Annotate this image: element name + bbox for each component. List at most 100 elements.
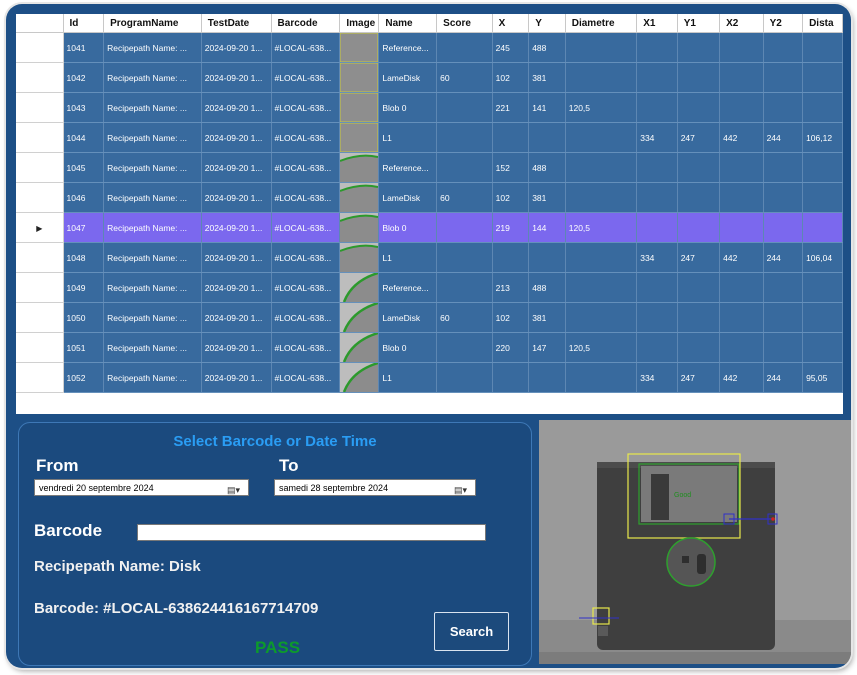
cell-name[interactable]: LameDisk [378, 182, 438, 213]
cell-id[interactable]: 1044 [63, 122, 105, 153]
cell-barcode[interactable]: #LOCAL-638... [271, 32, 341, 63]
table-row[interactable]: 1046 Recipepath Name: ... 2024-09-20 1... #… [16, 182, 843, 213]
cell-x2[interactable] [719, 62, 764, 93]
cell-diametre[interactable] [565, 182, 638, 213]
cell-name[interactable]: L1 [378, 362, 438, 393]
cell-dista[interactable] [802, 332, 843, 363]
calendar-dropdown-icon[interactable]: ▤▾ [227, 485, 241, 495]
cell-x1[interactable] [636, 62, 678, 93]
col-header-testdate[interactable]: TestDate [201, 14, 272, 33]
cell-score[interactable] [436, 242, 493, 273]
cell-x[interactable]: 102 [492, 182, 530, 213]
cell-name[interactable]: L1 [378, 122, 438, 153]
cell-diametre[interactable]: 120,5 [565, 92, 638, 123]
cell-barcode[interactable]: #LOCAL-638... [271, 212, 341, 243]
cell-name[interactable]: Reference... [378, 32, 438, 63]
col-header-y[interactable]: Y [528, 14, 566, 33]
cell-image[interactable] [339, 182, 380, 213]
cell-image[interactable] [339, 272, 380, 303]
cell-x2[interactable]: 442 [719, 362, 764, 393]
cell-programname[interactable]: Recipepath Name: ... [103, 332, 202, 363]
cell-y[interactable]: 147 [528, 332, 566, 363]
cell-x2[interactable] [719, 302, 764, 333]
cell-y2[interactable] [763, 152, 804, 183]
cell-image[interactable] [339, 62, 380, 93]
cell-id[interactable]: 1042 [63, 62, 105, 93]
cell-id[interactable]: 1047 [63, 212, 105, 243]
cell-barcode[interactable]: #LOCAL-638... [271, 62, 341, 93]
col-header-programname[interactable]: ProgramName [103, 14, 202, 33]
col-header-id[interactable]: Id [63, 14, 105, 33]
row-header[interactable] [16, 182, 64, 213]
cell-x1[interactable] [636, 152, 678, 183]
cell-score[interactable] [436, 362, 493, 393]
col-header-score[interactable]: Score [436, 14, 493, 33]
cell-y1[interactable]: 247 [677, 242, 721, 273]
cell-y1[interactable]: 247 [677, 122, 721, 153]
cell-testdate[interactable]: 2024-09-20 1... [201, 92, 272, 123]
cell-dista[interactable] [802, 212, 843, 243]
cell-programname[interactable]: Recipepath Name: ... [103, 182, 202, 213]
cell-diametre[interactable] [565, 32, 638, 63]
cell-y[interactable]: 381 [528, 182, 566, 213]
cell-testdate[interactable]: 2024-09-20 1... [201, 182, 272, 213]
cell-dista[interactable] [802, 302, 843, 333]
cell-diametre[interactable] [565, 272, 638, 303]
cell-x[interactable] [492, 122, 530, 153]
table-row[interactable]: 1042 Recipepath Name: ... 2024-09-20 1... #… [16, 62, 843, 93]
row-header[interactable] [16, 242, 64, 273]
cell-x[interactable]: 102 [492, 302, 530, 333]
table-row[interactable]: 1041 Recipepath Name: ... 2024-09-20 1... #… [16, 32, 843, 63]
cell-image[interactable] [339, 122, 380, 153]
cell-x[interactable]: 245 [492, 32, 530, 63]
cell-testdate[interactable]: 2024-09-20 1... [201, 212, 272, 243]
row-header[interactable] [16, 122, 64, 153]
cell-image[interactable] [339, 332, 380, 363]
cell-x[interactable] [492, 362, 530, 393]
cell-y[interactable]: 488 [528, 152, 566, 183]
cell-y2[interactable] [763, 182, 804, 213]
cell-dista[interactable]: 95,05 [802, 362, 843, 393]
col-header-x[interactable]: X [492, 14, 530, 33]
cell-dista[interactable] [802, 182, 843, 213]
table-row[interactable]: 1048 Recipepath Name: ... 2024-09-20 1... #… [16, 242, 843, 273]
cell-x[interactable]: 102 [492, 62, 530, 93]
col-header-x2[interactable]: X2 [719, 14, 764, 33]
cell-diametre[interactable]: 120,5 [565, 332, 638, 363]
cell-x1[interactable] [636, 212, 678, 243]
cell-programname[interactable]: Recipepath Name: ... [103, 212, 202, 243]
cell-image[interactable] [339, 212, 380, 243]
cell-testdate[interactable]: 2024-09-20 1... [201, 302, 272, 333]
cell-diametre[interactable] [565, 152, 638, 183]
cell-programname[interactable]: Recipepath Name: ... [103, 242, 202, 273]
cell-barcode[interactable]: #LOCAL-638... [271, 272, 341, 303]
cell-x1[interactable] [636, 302, 678, 333]
row-header[interactable] [16, 272, 64, 303]
cell-testdate[interactable]: 2024-09-20 1... [201, 152, 272, 183]
cell-testdate[interactable]: 2024-09-20 1... [201, 272, 272, 303]
cell-x2[interactable] [719, 212, 764, 243]
cell-dista[interactable] [802, 62, 843, 93]
cell-x2[interactable] [719, 32, 764, 63]
cell-name[interactable]: Blob 0 [378, 332, 438, 363]
cell-x1[interactable] [636, 332, 678, 363]
barcode-input[interactable] [137, 524, 486, 541]
cell-score[interactable] [436, 152, 493, 183]
cell-id[interactable]: 1043 [63, 92, 105, 123]
cell-score[interactable]: 60 [436, 62, 493, 93]
cell-barcode[interactable]: #LOCAL-638... [271, 242, 341, 273]
cell-name[interactable]: Blob 0 [378, 212, 438, 243]
cell-y2[interactable] [763, 212, 804, 243]
table-row[interactable]: 1045 Recipepath Name: ... 2024-09-20 1... #… [16, 152, 843, 183]
cell-x[interactable]: 220 [492, 332, 530, 363]
cell-name[interactable]: Reference... [378, 272, 438, 303]
cell-name[interactable]: LameDisk [378, 302, 438, 333]
cell-score[interactable] [436, 272, 493, 303]
cell-diametre[interactable] [565, 62, 638, 93]
cell-barcode[interactable]: #LOCAL-638... [271, 362, 341, 393]
cell-y2[interactable] [763, 62, 804, 93]
cell-x[interactable]: 221 [492, 92, 530, 123]
cell-y2[interactable] [763, 332, 804, 363]
cell-score[interactable]: 60 [436, 182, 493, 213]
row-header[interactable]: ▶ [16, 212, 64, 243]
